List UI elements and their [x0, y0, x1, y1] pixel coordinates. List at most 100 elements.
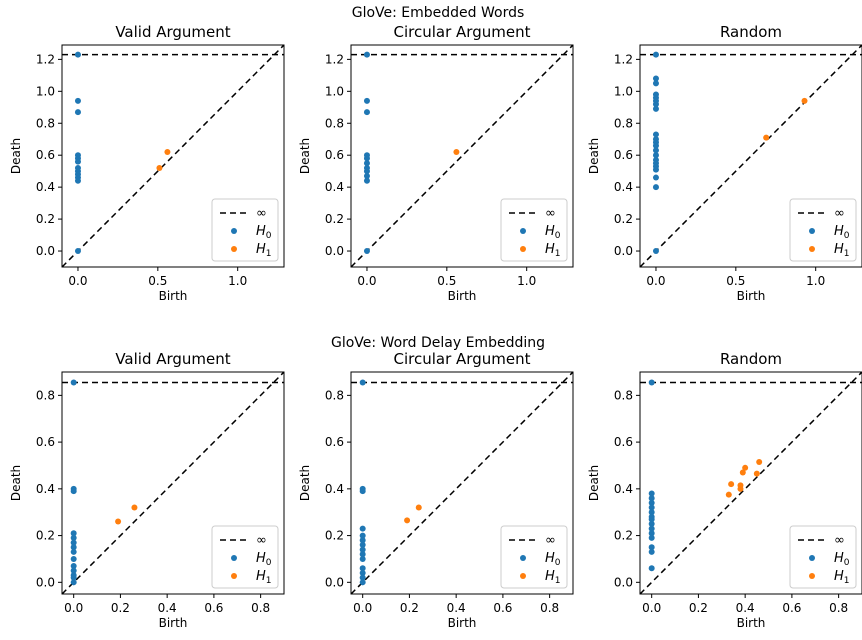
chart-panel-6: Random 0.0 0.2 0.4 0.6 0.8 0.0 0.2 0.4 0.6 0.8 Birt…: [587, 350, 862, 630]
h0-point: [363, 51, 370, 58]
legend-h1-marker: [231, 246, 237, 252]
y-tick-label: 1.0: [614, 84, 633, 98]
h1-point: [453, 149, 460, 156]
h1-point: [164, 149, 171, 156]
chart-title: Valid Argument: [115, 23, 230, 41]
h0-point: [648, 565, 655, 572]
h0-point: [652, 75, 659, 82]
y-axis-label: Death: [298, 465, 312, 501]
y-tick-label: 0.2: [614, 212, 633, 226]
legend-h0-marker: [520, 228, 526, 234]
legend-infinity-label: ∞: [545, 206, 556, 221]
legend-infinity-label: ∞: [834, 533, 845, 548]
h1-point: [739, 469, 746, 476]
y-tick-label: 0.8: [325, 116, 344, 130]
y-tick-label: 0.2: [325, 212, 344, 226]
legend-h0-marker: [809, 555, 815, 561]
y-tick-label: 0.0: [614, 244, 633, 258]
legend-h0-subscript: 0: [844, 231, 850, 241]
x-axis-label: Birth: [448, 289, 477, 303]
x-axis-label: Birth: [159, 616, 188, 630]
h0-point: [648, 499, 655, 506]
legend-h1-marker: [520, 573, 526, 579]
legend-infinity-label: ∞: [256, 206, 267, 221]
x-tick-label: 0.5: [437, 274, 456, 288]
h1-point: [742, 464, 749, 471]
y-tick-label: 0.0: [36, 244, 55, 258]
legend-h1-marker: [520, 246, 526, 252]
h0-point: [648, 490, 655, 497]
h0-point: [359, 569, 366, 576]
x-axis-label: Birth: [159, 289, 188, 303]
chart-panel-5: Circular Argument 0.0 0.2 0.4 0.6 0.8 0.0 0.2 0.…: [298, 350, 574, 630]
y-tick-label: 0.0: [325, 244, 344, 258]
h0-point: [652, 51, 659, 58]
x-tick-label: 0.2: [111, 601, 130, 615]
y-tick-label: 1.2: [36, 52, 55, 66]
h0-point: [363, 168, 370, 175]
legend-h0-subscript: 0: [266, 558, 272, 568]
x-axis-label: Birth: [737, 616, 766, 630]
h0-point: [652, 184, 659, 191]
legend-infinity-label: ∞: [834, 206, 845, 221]
plot-area: [62, 372, 284, 594]
h0-point: [74, 248, 81, 255]
h0-point: [652, 174, 659, 181]
legend-h1-subscript: 1: [555, 249, 561, 259]
chart-title: Circular Argument: [394, 23, 531, 41]
x-tick-label: 0.0: [64, 601, 83, 615]
y-tick-label: 1.2: [325, 52, 344, 66]
y-tick-label: 1.0: [325, 84, 344, 98]
legend-h0-marker: [231, 228, 237, 234]
h0-point: [648, 548, 655, 555]
h0-point: [648, 509, 655, 516]
y-axis-label: Death: [298, 138, 312, 174]
legend-infinity-label: ∞: [545, 533, 556, 548]
h1-point: [415, 504, 422, 511]
y-tick-label: 0.2: [36, 212, 55, 226]
y-tick-label: 0.6: [325, 148, 344, 162]
h0-point: [363, 155, 370, 162]
legend-box: [789, 198, 857, 262]
y-tick-label: 0.4: [325, 482, 344, 496]
y-tick-label: 0.2: [36, 529, 55, 543]
y-tick-label: 0.6: [614, 435, 633, 449]
h0-point: [70, 562, 77, 569]
x-tick-label: 0.8: [540, 601, 559, 615]
h0-point: [363, 248, 370, 255]
legend-h0-marker: [520, 555, 526, 561]
h0-point: [652, 131, 659, 138]
h0-point: [359, 488, 366, 495]
legend-h1-subscript: 1: [844, 249, 850, 259]
h1-point: [156, 164, 163, 171]
legend-h0-subscript: 0: [844, 558, 850, 568]
x-tick-label: 0.0: [646, 274, 665, 288]
x-tick-label: 1.0: [228, 274, 247, 288]
h0-point: [648, 530, 655, 537]
chart-title: Random: [720, 350, 782, 368]
x-tick-label: 0.2: [400, 601, 419, 615]
x-tick-label: 0.6: [204, 601, 223, 615]
h1-point: [753, 470, 760, 477]
h0-point: [359, 537, 366, 544]
plot-area: [62, 45, 284, 267]
h0-point: [363, 97, 370, 104]
y-tick-label: 0.0: [325, 575, 344, 589]
y-tick-label: 0.6: [36, 435, 55, 449]
diagonal-line: [351, 372, 573, 594]
y-tick-label: 0.4: [36, 180, 55, 194]
h0-point: [359, 532, 366, 539]
diagonal-line: [351, 45, 573, 267]
y-tick-label: 0.0: [614, 575, 633, 589]
diagonal-line: [640, 45, 862, 267]
h0-point: [648, 525, 655, 532]
row-title-bottom: GloVe: Word Delay Embedding: [331, 335, 545, 351]
legend-box: [211, 525, 279, 589]
axes-frame: [61, 371, 285, 595]
h0-point: [363, 109, 370, 116]
axes-frame: [639, 44, 862, 268]
h0-point: [648, 534, 655, 541]
h0-point: [359, 565, 366, 572]
